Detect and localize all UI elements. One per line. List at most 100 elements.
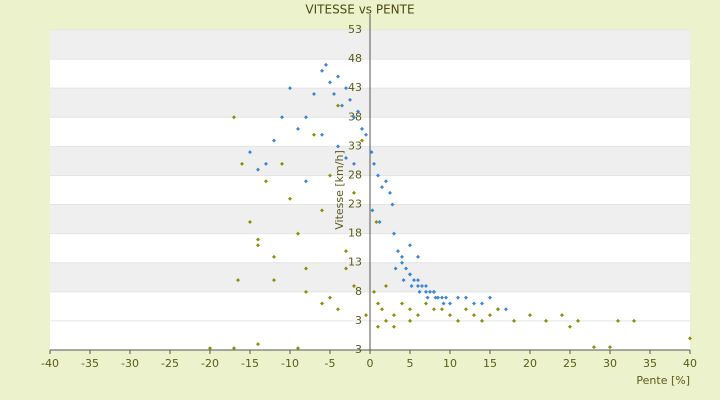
x-tick-label: -20 [201,357,219,370]
data-point [448,301,452,306]
data-point [384,179,388,184]
data-point [248,150,252,155]
x-tick-label: 10 [443,357,457,370]
data-point [264,179,268,184]
data-point [428,289,432,294]
data-point [496,307,500,312]
chart-title: VITESSE vs PENTE [305,3,414,17]
data-point [248,220,252,224]
data-point [440,307,444,312]
data-point [488,295,492,300]
data-point [384,318,388,323]
data-point [544,318,548,323]
x-tick-label: 15 [483,357,497,370]
data-point [377,220,382,224]
data-point [376,173,380,178]
y-tick-label: 33 [348,139,362,152]
data-point [344,86,348,91]
data-point [328,80,332,85]
x-tick-label: 40 [683,357,697,370]
y-tick-label: 28 [348,168,362,181]
x-tick-label: -40 [41,357,59,370]
data-point [348,97,352,102]
data-point [404,266,408,271]
data-point [688,336,692,341]
data-point [608,345,612,350]
data-point [240,161,244,166]
data-point [344,156,348,160]
data-point [336,74,340,79]
data-point [304,179,308,184]
data-point [304,115,308,120]
data-point [272,254,276,259]
data-point [408,272,412,277]
data-point [296,231,300,236]
x-tick-label: 35 [643,357,657,370]
data-point [480,301,484,306]
y-tick-label: 3 [355,314,362,327]
data-point [232,115,236,120]
x-tick-label: -5 [325,357,336,370]
data-point [616,318,620,323]
x-tick-label: -25 [161,357,179,370]
data-point [425,295,430,300]
data-point [320,132,324,137]
data-point [352,284,356,288]
y-tick-label: 23 [348,198,362,211]
data-point [344,249,348,254]
data-point [568,324,572,329]
data-point [390,202,395,207]
data-point [280,115,284,120]
data-point [464,307,468,312]
data-point [304,266,308,271]
data-point [472,301,476,306]
data-point [632,318,636,323]
data-point [336,103,340,108]
data-point [364,132,368,137]
data-point [401,278,406,283]
y-tick-label: 18 [348,227,362,240]
data-point [392,324,396,329]
data-point [412,278,416,283]
data-point [372,289,376,294]
data-point [256,342,260,347]
y-tick-label: 8 [355,285,362,298]
data-point [528,313,532,318]
data-point [592,345,596,350]
data-point [504,307,508,312]
data-point [408,307,412,312]
data-point [444,295,448,300]
data-point [400,301,404,306]
x-tick-label: 30 [603,357,617,370]
data-point [328,295,332,300]
x-tick-label: -10 [281,357,299,370]
data-point [376,324,380,329]
data-point [441,301,446,306]
data-point [432,289,436,294]
data-point [576,318,580,323]
data-point [432,307,436,312]
data-point [332,92,336,96]
data-point [400,260,404,265]
data-point [380,307,384,312]
data-point [393,266,398,271]
data-point [272,138,276,143]
data-point [416,284,420,288]
data-point [417,289,422,294]
data-point [376,301,380,306]
x-tick-label: 20 [523,357,537,370]
data-point [360,126,364,131]
data-point [208,346,212,351]
data-point [440,295,444,300]
x-tick-label: -15 [241,357,259,370]
data-point [312,92,316,96]
data-point [312,132,316,137]
data-point [356,109,360,114]
data-point [416,278,420,283]
data-point [369,150,374,155]
data-point [416,313,420,318]
data-point [272,278,276,283]
data-point [424,284,428,288]
data-point [364,313,368,318]
y-tick-label: 53 [348,23,362,36]
